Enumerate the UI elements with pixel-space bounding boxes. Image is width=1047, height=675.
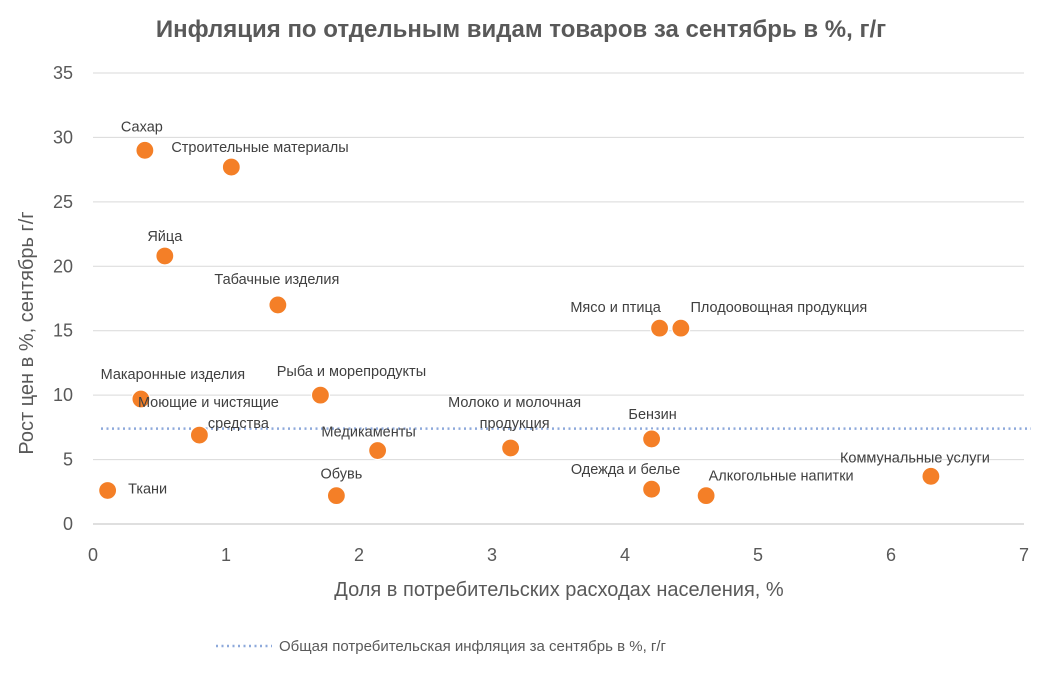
data-point — [131, 389, 151, 409]
x-tick-label: 0 — [88, 545, 98, 565]
data-point — [649, 318, 670, 338]
data-point — [641, 479, 662, 499]
point-label: Коммунальные услуги — [840, 450, 990, 466]
x-tick-label: 1 — [221, 545, 231, 565]
point-label: Мясо и птица — [570, 300, 661, 316]
point-label: Медикаменты — [321, 425, 415, 441]
point-label: Ткани — [128, 481, 167, 497]
data-points — [98, 140, 941, 506]
gridlines — [93, 72, 1024, 525]
x-tick-label: 3 — [487, 545, 497, 565]
point-label: Табачные изделия — [214, 272, 339, 288]
x-tick-label: 4 — [620, 545, 630, 565]
y-tick-label: 0 — [63, 514, 73, 534]
point-label: Строительные материалы — [171, 140, 348, 156]
legend-label: Общая потребительская инфляция за сентяб… — [279, 638, 667, 655]
data-point — [221, 157, 241, 177]
point-label-line: средства — [208, 416, 270, 432]
y-tick-label: 25 — [53, 192, 73, 212]
data-point — [501, 438, 521, 458]
x-tick-label: 2 — [354, 545, 364, 565]
point-label-line: Молоко и молочная — [448, 395, 581, 411]
chart-title: Инфляция по отдельным видам товаров за с… — [156, 16, 886, 43]
x-tick-label: 5 — [753, 545, 763, 565]
point-label: Макаронные изделия — [101, 367, 246, 383]
y-tick-label: 10 — [53, 385, 73, 405]
data-point — [696, 486, 716, 506]
y-tick-label: 15 — [53, 321, 73, 341]
y-tick-label: 30 — [53, 127, 73, 147]
point-label: Моющие и чистящие средства — [138, 395, 279, 432]
data-point — [189, 425, 209, 445]
x-tick-label: 6 — [886, 545, 896, 565]
point-label: Обувь — [320, 467, 362, 483]
point-label: Молоко и молочная продукция — [448, 395, 581, 432]
point-label-line: Моющие и чистящие — [138, 395, 279, 411]
data-point — [641, 429, 662, 449]
point-label: Рыба и морепродукты — [277, 364, 426, 380]
x-tick-label: 7 — [1019, 545, 1029, 565]
x-axis-title: Доля в потребительских расходах населени… — [334, 579, 784, 601]
point-label: Бензин — [628, 407, 676, 423]
data-point — [671, 318, 691, 338]
data-point — [98, 480, 118, 501]
y-tick-label: 5 — [63, 450, 73, 470]
y-axis-ticks: 0 5 10 15 20 25 30 35 — [53, 63, 73, 534]
data-point — [310, 385, 331, 405]
y-axis-title: Рост цен в %, сентябрь г/г — [16, 211, 38, 454]
point-label: Одежда и белье — [571, 462, 681, 478]
data-point — [368, 440, 388, 461]
data-point — [921, 466, 941, 486]
point-label: Алкогольные напитки — [709, 469, 854, 485]
y-tick-label: 20 — [53, 256, 73, 276]
data-point — [135, 140, 155, 160]
y-tick-label: 35 — [53, 63, 73, 83]
point-label: Яйца — [147, 229, 183, 245]
data-point — [268, 295, 288, 315]
point-labels: Сахар Строительные материалы Яйца Табачные … — [101, 119, 990, 497]
data-point — [326, 486, 346, 506]
x-axis-ticks: 0 1 2 3 4 5 6 7 — [88, 545, 1029, 565]
point-label-line: продукция — [480, 416, 550, 432]
data-point — [155, 246, 175, 266]
point-label: Плодоовощная продукция — [690, 300, 867, 316]
point-label: Сахар — [121, 119, 163, 135]
legend: Общая потребительская инфляция за сентяб… — [216, 638, 667, 655]
